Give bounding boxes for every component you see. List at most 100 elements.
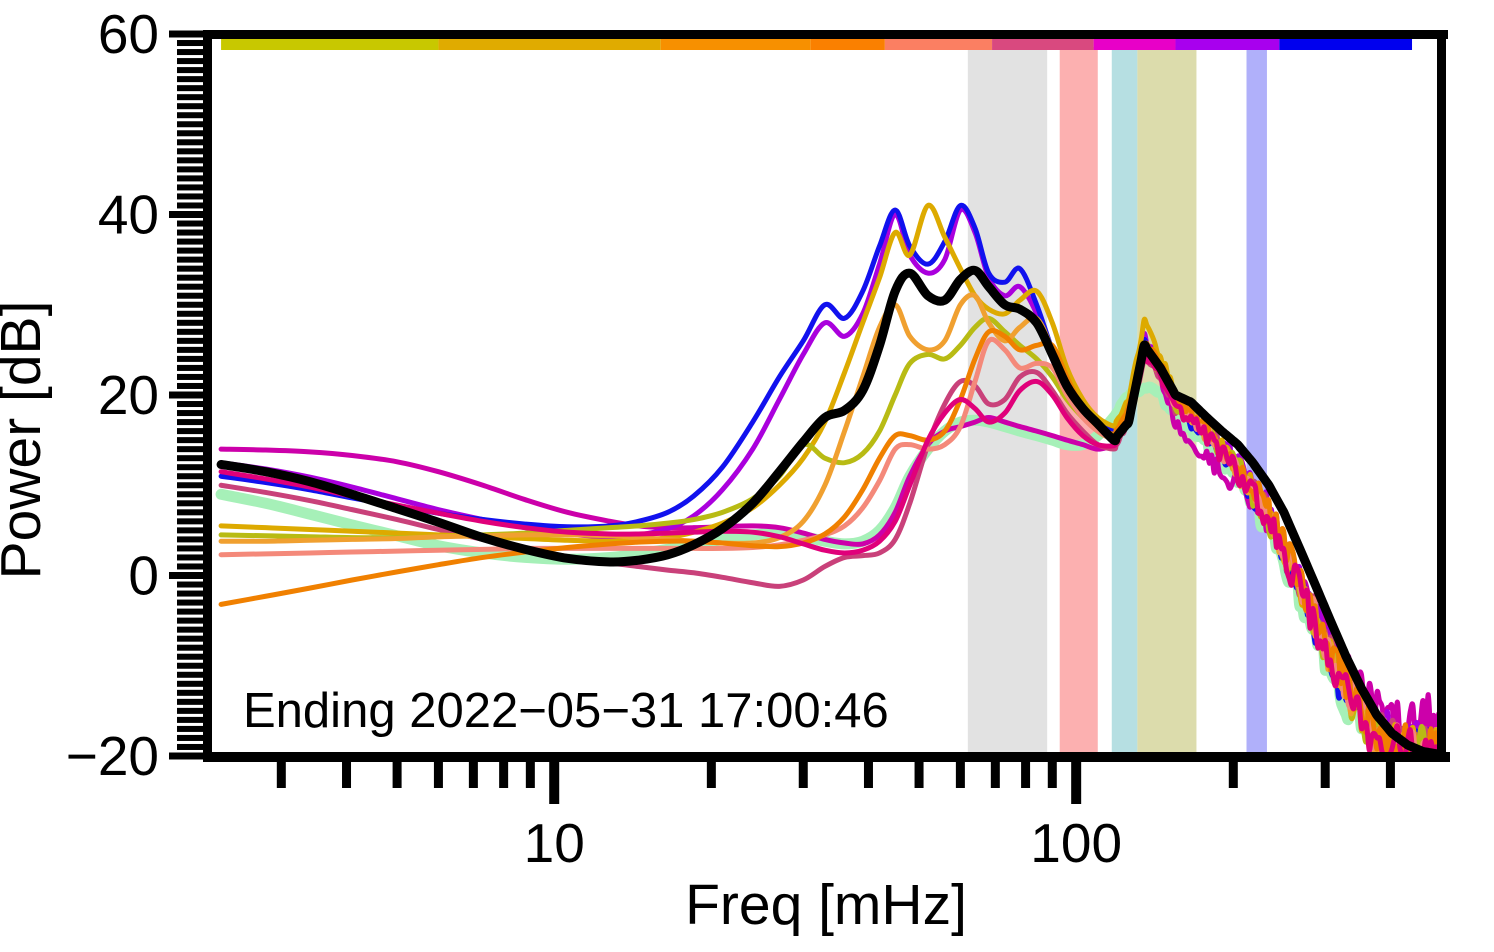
- y-tick-minor: [177, 175, 203, 182]
- y-tick-minor: [177, 401, 203, 408]
- x-tick-minor: [706, 762, 716, 788]
- y-tick-minor: [177, 671, 203, 678]
- colorbar-segment-8: [1279, 39, 1413, 50]
- y-tick-minor: [177, 446, 203, 453]
- axis-spine-top: [204, 30, 1448, 39]
- y-tick-minor: [177, 563, 203, 570]
- y-tick-minor: [177, 247, 203, 254]
- y-tick-minor: [177, 419, 203, 426]
- y-tick-minor: [177, 509, 203, 516]
- y-tick-minor: [177, 698, 203, 705]
- ending-timestamp-annotation: Ending 2022−05−31 17:00:46: [243, 684, 889, 738]
- y-tick-minor: [177, 301, 203, 308]
- y-tick-minor: [177, 202, 203, 209]
- x-tick-minor: [1021, 762, 1031, 788]
- x-tick-major: [549, 762, 560, 804]
- x-tick-minor: [499, 762, 509, 788]
- y-tick-minor: [177, 274, 203, 281]
- y-tick-minor: [177, 382, 203, 389]
- curve-magenta-high: [218, 344, 1442, 748]
- y-tick-minor: [177, 103, 203, 110]
- y-tick-minor: [177, 49, 203, 56]
- y-tick-label: 40: [98, 184, 159, 246]
- y-tick-major: [169, 752, 203, 760]
- y-tick-minor: [177, 310, 203, 317]
- x-axis-tick-labels: 10 100: [524, 812, 1122, 874]
- x-tick-minor: [525, 762, 535, 788]
- x-tick-major: [1071, 762, 1082, 804]
- y-tick-minor: [177, 229, 203, 236]
- y-tick-minor: [177, 554, 203, 561]
- x-tick-minor: [276, 762, 286, 788]
- y-tick-minor: [177, 635, 203, 642]
- y-tick-minor: [177, 328, 203, 335]
- y-tick-minor: [177, 139, 203, 146]
- x-tick-minor: [1047, 762, 1057, 788]
- y-tick-minor: [177, 608, 203, 615]
- axis-spine-bottom: [204, 752, 1450, 762]
- y-tick-minor: [177, 94, 203, 101]
- y-tick-minor: [177, 680, 203, 687]
- y-tick-minor: [177, 428, 203, 435]
- y-tick-minor: [177, 58, 203, 65]
- x-tick-label: 10: [524, 812, 585, 874]
- y-tick-minor: [177, 644, 203, 651]
- x-tick-minor: [392, 762, 402, 788]
- x-axis-title: Freq [mHz]: [685, 873, 967, 937]
- y-tick-minor: [177, 734, 203, 741]
- x-tick-minor: [468, 762, 478, 788]
- y-tick-minor: [177, 166, 203, 173]
- y-tick-minor: [177, 85, 203, 92]
- band-periwinkle: [1246, 47, 1267, 756]
- y-tick-minor: [177, 536, 203, 543]
- power-spectra-curves: [215, 202, 1445, 763]
- frequency-colorbar: [221, 39, 1413, 50]
- y-tick-minor: [177, 653, 203, 660]
- x-axis-ticks: [276, 762, 1395, 804]
- y-tick-minor: [177, 617, 203, 624]
- y-tick-minor: [177, 491, 203, 498]
- y-tick-minor: [177, 473, 203, 480]
- y-tick-minor: [177, 121, 203, 128]
- colorbar-segment-4: [884, 39, 993, 50]
- axis-spine-left: [203, 30, 212, 762]
- y-tick-minor: [177, 184, 203, 191]
- y-axis-ticks: [169, 30, 203, 760]
- y-tick-minor: [177, 482, 203, 489]
- y-tick-major: [169, 572, 203, 579]
- y-tick-minor: [177, 256, 203, 263]
- colorbar-segment-5: [992, 39, 1094, 50]
- y-axis-tick-labels: −20 0 20 40 60: [66, 3, 159, 787]
- y-tick-minor: [177, 590, 203, 597]
- y-tick-minor: [177, 743, 203, 750]
- curve-magenta-pink-trace: [218, 349, 1442, 759]
- y-tick-minor: [177, 518, 203, 525]
- colorbar-segment-6: [1093, 39, 1176, 50]
- y-tick-minor: [177, 112, 203, 119]
- y-tick-minor: [177, 193, 203, 200]
- x-tick-minor: [1228, 762, 1238, 788]
- x-tick-minor: [955, 762, 965, 788]
- y-tick-minor: [177, 716, 203, 723]
- y-tick-major: [169, 391, 203, 399]
- y-tick-minor: [177, 662, 203, 669]
- y-tick-label: 20: [98, 364, 159, 426]
- y-tick-minor: [177, 464, 203, 471]
- axis-spine-right: [1437, 30, 1446, 762]
- x-tick-minor: [1385, 762, 1395, 788]
- colorbar-segment-0: [221, 39, 439, 50]
- y-tick-major: [169, 211, 203, 218]
- y-tick-label: 60: [98, 3, 159, 65]
- y-tick-minor: [177, 292, 203, 299]
- colorbar-segment-3: [810, 39, 885, 50]
- y-tick-major: [169, 30, 203, 38]
- y-tick-minor: [177, 40, 203, 47]
- x-tick-minor: [433, 762, 443, 788]
- x-tick-minor: [1320, 762, 1330, 788]
- y-tick-label: −20: [66, 725, 159, 787]
- y-tick-minor: [177, 599, 203, 606]
- y-tick-minor: [177, 689, 203, 696]
- y-tick-minor: [177, 265, 203, 272]
